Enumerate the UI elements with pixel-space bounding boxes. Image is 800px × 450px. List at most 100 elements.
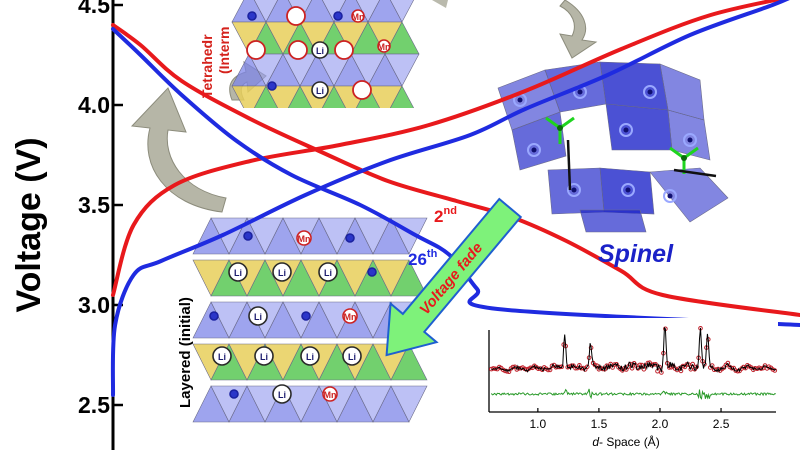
y-tick-label: 2.5 bbox=[78, 392, 110, 418]
spinel-polyhedron bbox=[599, 61, 669, 111]
li-atom-label: Li bbox=[348, 352, 356, 362]
mn-atom-label: Mn bbox=[324, 390, 337, 400]
tm-atom bbox=[243, 231, 253, 241]
spinel-atom-core bbox=[625, 187, 631, 193]
mn-atom bbox=[377, 39, 391, 53]
li-atom bbox=[272, 262, 292, 282]
li-atom-label: Li bbox=[278, 268, 286, 278]
li-octahedron bbox=[390, 343, 428, 381]
observed-point bbox=[545, 367, 551, 373]
spinel-atom-core bbox=[577, 89, 583, 95]
li-atom-label: Li bbox=[278, 390, 286, 400]
tm-atom bbox=[301, 311, 311, 321]
cycle-26-discharge-curve bbox=[111, 27, 800, 327]
tm-atom bbox=[229, 389, 239, 399]
spinel-bond bbox=[566, 139, 572, 191]
observed-point bbox=[584, 364, 590, 370]
mn-atom-label: Mn bbox=[298, 234, 311, 244]
spinel-polyhedron bbox=[605, 103, 673, 151]
mn-atom-label: Mn bbox=[344, 312, 357, 322]
spinel-structure bbox=[497, 61, 729, 233]
mn-atom bbox=[342, 308, 358, 324]
spinel-bond bbox=[673, 168, 717, 178]
mn-atom bbox=[296, 230, 312, 246]
cycle-26-suffix: th bbox=[427, 248, 438, 260]
spinel-atom bbox=[567, 183, 581, 197]
cycle-2-discharge-curve bbox=[111, 23, 800, 317]
tm-octahedron bbox=[390, 385, 428, 423]
observed-point bbox=[635, 366, 641, 371]
tm-octahedron bbox=[389, 0, 415, 23]
vacancy-atom bbox=[288, 40, 308, 60]
spinel-atom bbox=[527, 143, 541, 157]
cycle-2-suffix: nd bbox=[443, 205, 456, 217]
li-atom bbox=[342, 346, 362, 366]
li-octahedron bbox=[390, 259, 428, 297]
y-tick-label: 3.0 bbox=[78, 292, 110, 318]
y-tick-label: 4.5 bbox=[78, 0, 110, 18]
tm-atom bbox=[209, 311, 219, 321]
li-atom-label: Li bbox=[306, 352, 314, 362]
voltage-fade-arrow-shape bbox=[385, 197, 523, 357]
li-atom bbox=[254, 346, 274, 366]
inset-tick-label: 2.0 bbox=[652, 417, 669, 431]
cycle-26-charge-curve bbox=[110, 0, 790, 397]
tetrahedral-label-1: Tetrahedr bbox=[199, 34, 215, 98]
observed-point bbox=[694, 364, 699, 370]
li-atom bbox=[300, 346, 320, 366]
inset-plot bbox=[489, 326, 778, 400]
tetrahedral-label-2: (Interm bbox=[216, 27, 232, 74]
tm-atom bbox=[247, 11, 257, 21]
spinel-atom bbox=[663, 189, 677, 203]
vacancy-atom bbox=[286, 6, 306, 26]
spinel-atom-core bbox=[571, 187, 577, 193]
observed-point bbox=[528, 365, 533, 371]
spinel-atom bbox=[643, 85, 657, 99]
vacancy-atom bbox=[246, 40, 266, 60]
inset-background bbox=[488, 318, 778, 450]
spinel-atom-core bbox=[517, 97, 523, 103]
y-axis-label: Voltage (V) bbox=[10, 137, 48, 312]
li-atom-label: Li bbox=[260, 352, 268, 362]
layered-label: Layered (initial) bbox=[177, 297, 194, 408]
tm-atom bbox=[333, 11, 343, 21]
calculated-line bbox=[491, 326, 777, 374]
mn-atom bbox=[322, 386, 338, 402]
cycle-2-label: 2nd bbox=[434, 205, 457, 226]
vacancy-atom bbox=[352, 80, 372, 100]
li-atom-label: Li bbox=[316, 46, 324, 56]
cluster-clip bbox=[228, 108, 428, 128]
spinel-polyhedron bbox=[579, 209, 647, 233]
inset-tick-group: 1.0 1.5 2.0 2.5 bbox=[530, 408, 730, 431]
difference-line bbox=[490, 388, 776, 400]
inset-x-label-italic: d bbox=[592, 435, 599, 449]
y-tick-label: 4.0 bbox=[78, 92, 110, 118]
tm-octahedron bbox=[384, 53, 420, 87]
li-atom bbox=[311, 81, 329, 99]
tm-atom bbox=[367, 267, 377, 277]
spinel-atom-core bbox=[687, 137, 693, 143]
spinel-atom-core bbox=[531, 147, 537, 153]
inset-tick-label: 2.5 bbox=[713, 417, 730, 431]
li-atom-label: Li bbox=[316, 86, 324, 96]
observed-point bbox=[547, 367, 553, 373]
intermediate-structure: Mn Li Mn Li bbox=[228, 0, 428, 128]
li-atom bbox=[228, 262, 248, 282]
li-atom-label: Li bbox=[234, 268, 242, 278]
observed-point bbox=[772, 368, 778, 373]
transition-arrow-3 bbox=[559, 0, 598, 59]
observed-point bbox=[559, 364, 565, 370]
li-atom bbox=[311, 41, 329, 59]
inset-x-label: d- Space (Å) bbox=[592, 434, 659, 449]
tm-atom bbox=[345, 233, 355, 243]
li-atom bbox=[318, 262, 338, 282]
mn-atom-label: Mn bbox=[378, 42, 391, 52]
mn-atom-label: Mn bbox=[352, 12, 365, 22]
spinel-atom-core bbox=[623, 127, 629, 133]
li-atom bbox=[248, 306, 268, 326]
cycle-26-label: 26th bbox=[408, 248, 438, 269]
inset-tick-label: 1.0 bbox=[530, 417, 547, 431]
y-tick-label: 3.5 bbox=[78, 192, 110, 218]
tm-atom bbox=[267, 81, 277, 91]
